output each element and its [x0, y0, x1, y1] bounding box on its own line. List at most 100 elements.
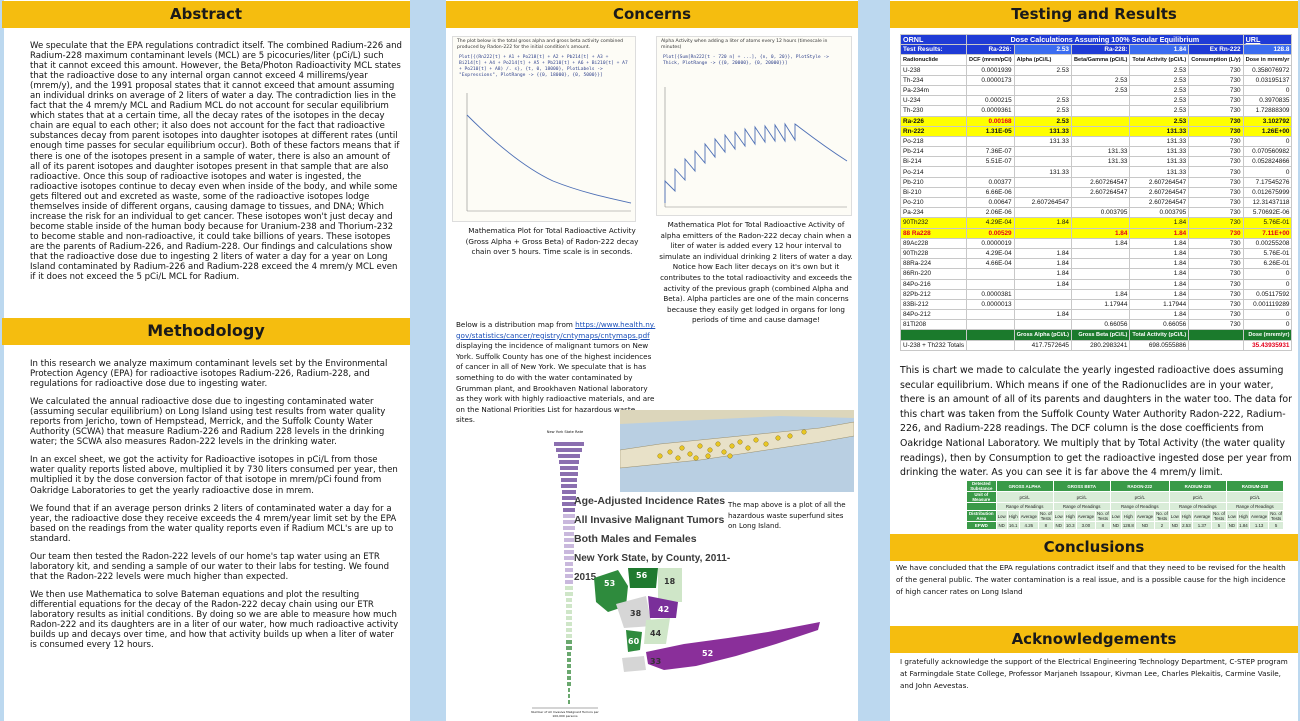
table-cell [1013, 84, 1072, 97]
table-cell: Ra-226 [899, 115, 968, 127]
wq-cell: 8 [1037, 521, 1054, 530]
table-cell: 1.84 [1129, 309, 1190, 321]
table-cell: 2.53 [1070, 84, 1131, 97]
table-cell [1013, 237, 1072, 249]
table-cell [1013, 319, 1072, 331]
table-cell: 0.358076972 [1242, 64, 1293, 76]
map-source-link[interactable]: https://www.health.ny.gov/statistics/can… [456, 320, 656, 340]
superfund-map-caption: The map above is a plot of all the hazar… [728, 501, 846, 531]
bar-chart-axis-label: Number of All Invasive Malignant Tumors … [531, 710, 599, 718]
table-cell: U-238 + Th232 Totals [899, 339, 968, 351]
wq-cell: 5 [1268, 521, 1284, 530]
table-cell: 730 [1188, 74, 1244, 86]
table-cell: 1.84 [1129, 44, 1190, 56]
wq-cell: Detected Substance [966, 480, 997, 492]
mathematica-plot-alpha-activity: Alpha Activity when adding a liter of at… [656, 36, 852, 216]
wq-cell: Average [1134, 510, 1156, 522]
table-cell: 730 [1188, 217, 1244, 229]
mathematica-plot-gross-activity: The plot below is the total gross alpha … [452, 36, 636, 222]
table-cell: 1.84 [1013, 258, 1072, 270]
table-cell: 2.53 [1013, 115, 1072, 127]
table-cell [1070, 309, 1131, 321]
table-cell: Gross Beta (pCi/L) [1070, 329, 1131, 341]
table-cell: 131.33 [1129, 166, 1190, 178]
table-cell: 35.43935931 [1242, 339, 1293, 351]
table-cell: 730 [1188, 125, 1244, 137]
table-cell: 730 [1188, 278, 1244, 290]
conclusions-body: We have concluded that the EPA regulatio… [896, 563, 1286, 596]
table-cell: 82Pb-212 [899, 288, 968, 300]
table-row: 82Pb-212 0.0000381 1.84 1.84 730 0.05117592 [899, 288, 1293, 300]
table-title-cell[interactable]: URL [1242, 33, 1293, 46]
table-row: 84Po-216 1.84 1.84 730 0 [899, 278, 1293, 290]
results-description: This is chart we made to calculate the y… [900, 365, 1293, 479]
table-cell [1070, 217, 1131, 229]
table-row: 81Tl208 0.66056 0.66056 730 0 [899, 319, 1293, 331]
table-cell [966, 339, 1015, 351]
acknowledgements-header: Acknowledgements [890, 626, 1298, 653]
table-cell: 88Ra-224 [899, 258, 968, 270]
table-cell: 730 [1188, 105, 1244, 117]
table-cell: 131.33 [1129, 146, 1190, 158]
wq-row: Range of Readings Range of Readings Range … [966, 502, 1285, 511]
table-cell: 0 [1242, 268, 1293, 280]
county-label: 18 [664, 577, 676, 586]
table-cell [966, 319, 1015, 331]
table-cell: 730 [1188, 247, 1244, 260]
table-cell: 84Po-212 [899, 309, 968, 321]
county-label: 53 [604, 579, 615, 588]
table-cell: Total Activity (pCi/L) [1129, 329, 1190, 341]
table-cell: 90Th228 [899, 247, 968, 260]
wq-cell [966, 502, 997, 511]
county-label: 56 [636, 571, 648, 580]
table-cell: 1.84 [1070, 227, 1131, 239]
table-cell: 1.84 [1129, 227, 1190, 239]
table-cell: 417.7572645 [1013, 339, 1072, 351]
table-cell [1070, 115, 1131, 127]
wq-cell: Average [1248, 510, 1270, 522]
table-cell: 2.53 [1013, 95, 1072, 107]
table-cell: 730 [1188, 146, 1244, 158]
table-cell: Po-210 [899, 196, 968, 209]
map-intro-text: Below is a distribution map from [456, 320, 573, 329]
table-cell [1070, 268, 1131, 280]
wq-cell: High [1179, 510, 1193, 522]
map-intro: Below is a distribution map from https:/… [456, 320, 656, 426]
table-cell: 0 [1242, 309, 1293, 321]
conclusions-header: Conclusions [890, 534, 1298, 561]
wq-cell: ND [995, 521, 1008, 530]
table-cell: 2.53 [1129, 115, 1190, 127]
table-cell [1188, 339, 1244, 351]
county-label: 44 [650, 629, 662, 638]
wq-cell: Unit of Measure [966, 491, 997, 503]
table-cell: 2.607264547 [1070, 186, 1131, 199]
table-row: Radionuclide DCF (mrem/pCi) Alpha (pCi/L) B… [899, 54, 1293, 66]
wq-cell: 5 [1211, 521, 1227, 530]
table-cell: 0.012675999 [1242, 186, 1293, 199]
table-cell: 84Po-216 [899, 278, 968, 290]
abstract-header: Abstract [2, 1, 410, 28]
table-cell: 2.53 [1129, 64, 1190, 76]
county-label: 52 [702, 649, 713, 658]
table-row: 90Th228 4.29E-04 1.84 1.84 730 5.76E-01 [899, 247, 1293, 260]
wq-cell: pCi/L [1168, 491, 1227, 503]
table-cell [1070, 258, 1131, 270]
table-row: 84Po-212 1.84 1.84 730 0 [899, 309, 1293, 321]
table-cell: 131.33 [1013, 135, 1072, 148]
methodology-paragraph: We calculated the annual radioactive dos… [30, 397, 386, 448]
wq-cell: ND [1225, 521, 1238, 530]
table-title-cell: Dose Calculations Assuming 100% Secular … [966, 33, 1244, 46]
left-column: Abstract We speculate that the EPA regul… [2, 0, 410, 721]
table-row: U-238 0.0001939 2.53 2.53 730 0.358076972 [899, 64, 1293, 76]
table-cell: 2.607264547 [1129, 196, 1190, 209]
table-cell [1013, 288, 1072, 300]
table-row: Bi-210 6.66E-06 2.607264547 2.607264547 730 0… [899, 186, 1293, 199]
table-cell: 0.66056 [1070, 319, 1131, 331]
wq-cell: pCi/L [1225, 491, 1285, 503]
wq-cell: High [1006, 510, 1020, 522]
table-cell [1013, 186, 1072, 199]
wq-cell: 1.37 [1191, 521, 1213, 530]
wq-cell: RADON-222 [1109, 480, 1170, 492]
table-cell: 4.29E-04 [966, 217, 1015, 229]
methodology-paragraph: Our team then tested the Radon-222 level… [30, 551, 390, 582]
